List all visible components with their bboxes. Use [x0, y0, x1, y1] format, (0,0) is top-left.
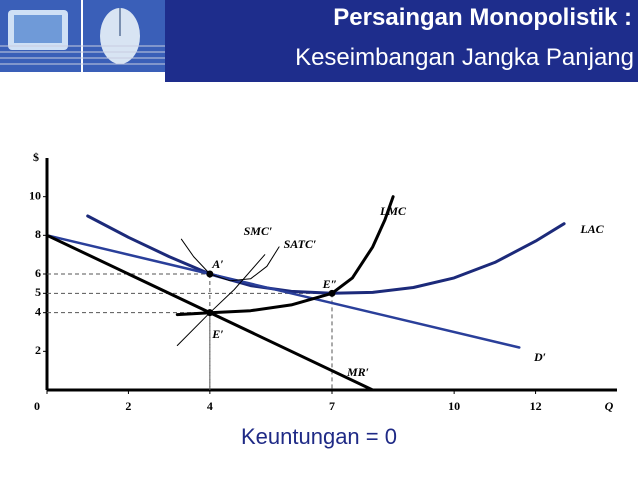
x-tick-label: 2: [125, 399, 131, 413]
y-tick-label: 6: [35, 266, 41, 280]
chart: $ Q 2 4 5 6 8 10 0 2 4 7 10 12 LAC D′ MR′ LMC SMC′ SATC′ A′ E…: [29, 150, 617, 413]
y-axis-label: $: [33, 150, 39, 164]
point-label: E′: [211, 327, 223, 341]
x-tick-label: 0: [34, 399, 40, 413]
screen-icon: [14, 15, 62, 43]
y-tick-label: 8: [35, 227, 41, 241]
curve-label: D′: [533, 350, 546, 364]
subtitle: Keseimbangan Jangka Panjang: [295, 44, 634, 71]
point: [206, 309, 214, 317]
y-tick-label: 4: [35, 304, 41, 318]
header-graphic: [0, 0, 638, 82]
y-tick-label: 10: [29, 188, 41, 202]
curve-label: MR′: [346, 365, 369, 379]
curve-label: SATC′: [284, 237, 317, 251]
curve-label: LAC: [579, 222, 604, 236]
y-tick-label: 2: [35, 343, 41, 357]
caption: Keuntungan = 0: [241, 424, 397, 449]
curve-label: SMC′: [244, 224, 273, 238]
curve: [176, 254, 266, 346]
point: [206, 270, 214, 278]
point-label: A′: [211, 257, 223, 271]
x-tick-label: 7: [329, 399, 335, 413]
y-tick-label: 5: [35, 285, 41, 299]
x-tick-label: 10: [448, 399, 460, 413]
curve-label: LMC: [379, 204, 407, 218]
curve: [180, 238, 280, 282]
curve: [45, 234, 521, 349]
title: Persaingan Monopolistik :: [333, 4, 632, 31]
header-bar: [165, 0, 638, 82]
x-tick-label: 4: [207, 399, 213, 413]
header-stripes: [0, 45, 165, 65]
x-tick-label: 12: [530, 399, 542, 413]
point: [328, 289, 336, 297]
x-axis-label: Q: [605, 399, 614, 413]
point-label: E″: [322, 277, 338, 291]
